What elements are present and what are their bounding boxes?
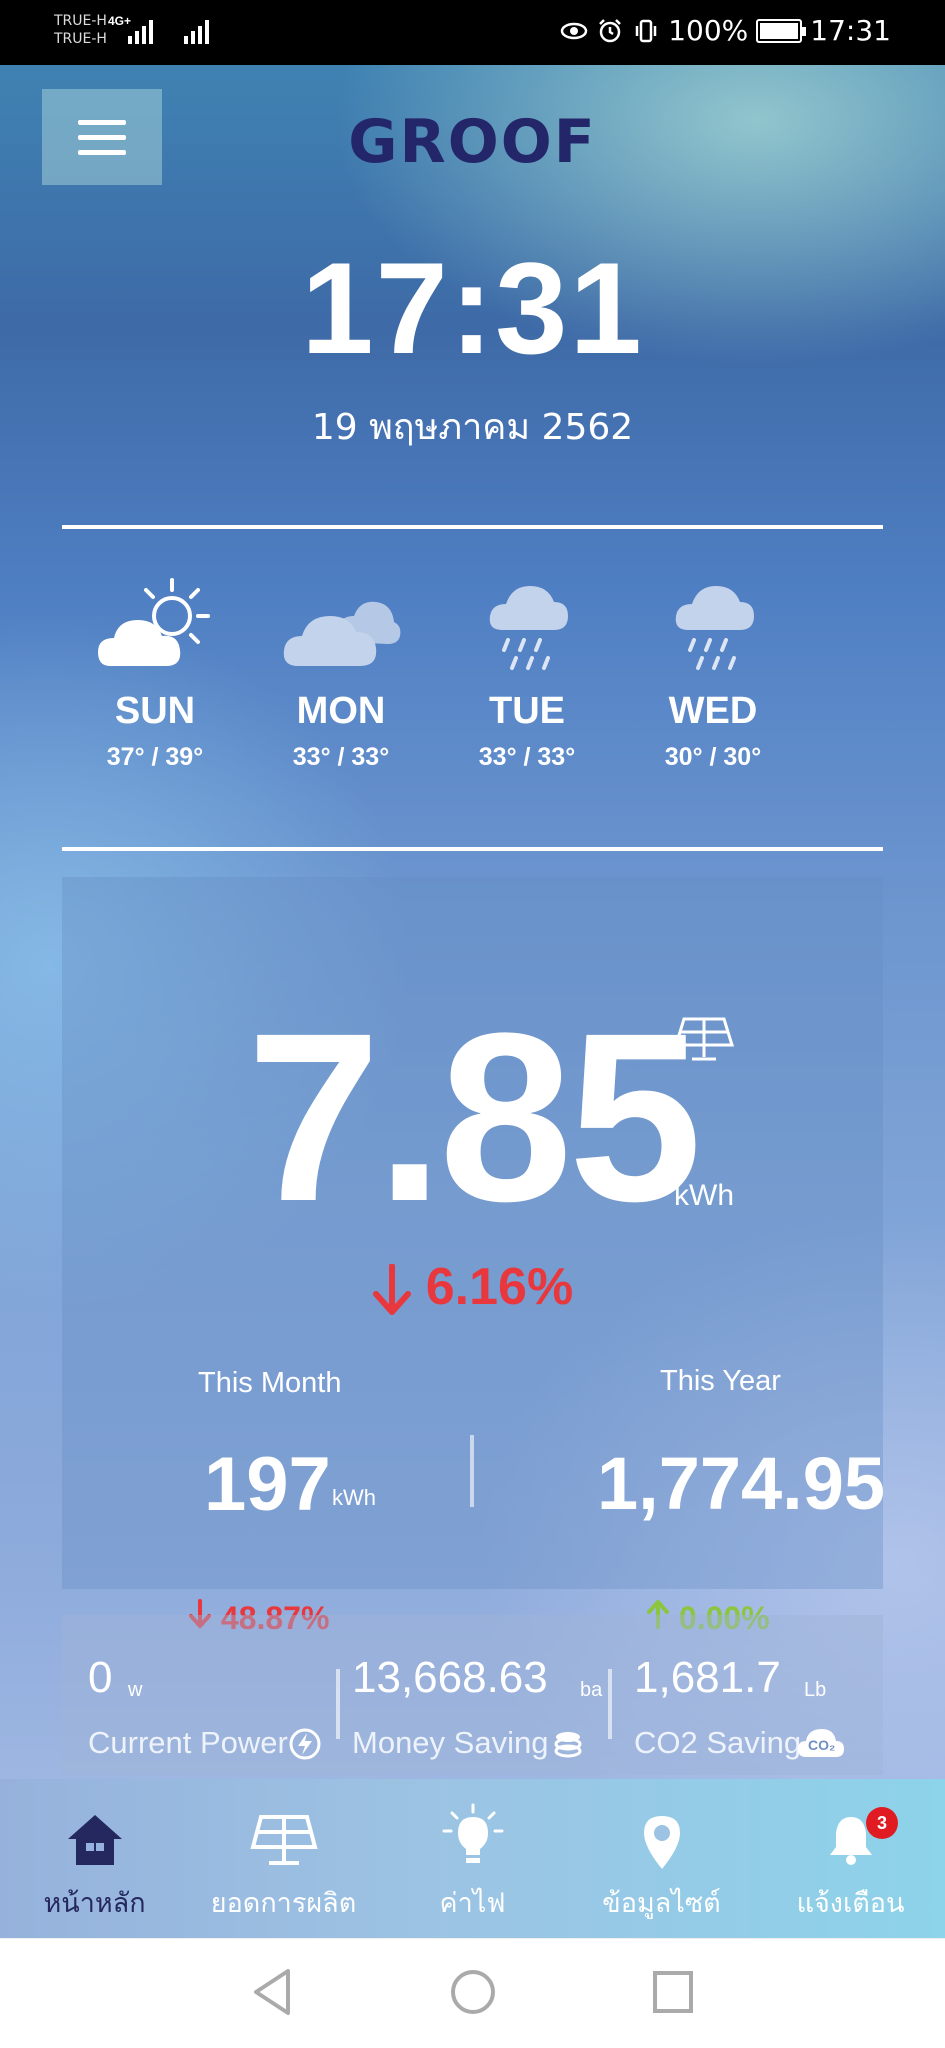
rain-icon: [489, 586, 568, 670]
signal-icon: [128, 18, 153, 44]
separator: [336, 1669, 340, 1739]
forecast-temps: 37° / 39°: [106, 743, 204, 771]
forecast-day: WED 30° / 30°: [620, 570, 806, 772]
signal-icon: [184, 18, 209, 44]
month-label: This Month: [198, 1367, 342, 1399]
forecast-day-name: SUN: [114, 690, 196, 732]
month-unit: kWh: [332, 1485, 376, 1510]
co2-saving-unit: Lb: [804, 1679, 827, 1701]
current-power-label: Current Power: [88, 1725, 288, 1760]
battery-icon: [756, 18, 807, 43]
rain-icon: [675, 586, 754, 670]
production-card[interactable]: 7.85 kWh 6.16% This Month This Year 197 …: [62, 877, 886, 1636]
co2-icon-label: CO₂: [808, 1737, 836, 1753]
status-bar: TRUE-H TRUE-H 4G+ 100% 17:31: [0, 0, 945, 65]
bell-icon: [829, 1817, 872, 1865]
solar-panel-icon: [674, 1017, 734, 1061]
forecast-day-name: TUE: [489, 690, 565, 732]
co2-cloud-icon: CO₂: [796, 1723, 846, 1759]
money-saving-value: 13,668.63: [352, 1653, 548, 1702]
partly-sunny-icon: [98, 578, 210, 666]
current-power-stat: 0 w Current Power: [88, 1615, 321, 1775]
money-saving-unit: ba: [580, 1679, 603, 1701]
recents-icon[interactable]: [651, 1967, 695, 2017]
clock-time: 17:31: [301, 235, 644, 381]
lightning-icon: [289, 1728, 321, 1760]
back-icon[interactable]: [250, 1967, 294, 2017]
divider: [62, 847, 883, 851]
carrier-names: TRUE-H TRUE-H: [54, 12, 107, 48]
today-change: 6.16%: [62, 1257, 883, 1317]
forecast-temps: 30° / 30°: [664, 743, 762, 771]
forecast-day: TUE 33° / 33°: [434, 570, 620, 772]
forecast-day: SUN 37° / 39°: [62, 570, 248, 772]
current-power-unit: w: [128, 1679, 143, 1701]
coins-icon: [554, 1732, 582, 1758]
solar-panel-icon: [249, 1815, 318, 1865]
money-saving-label: Money Saving: [352, 1725, 549, 1760]
network-type: 4G+: [108, 14, 132, 28]
nav-home-label: หน้าหลัก: [43, 1888, 146, 1919]
bottom-navigation: หน้าหลัก ยอดการผลิต ค่าไฟ ข้อมูลไซต์: [0, 1779, 945, 1938]
eye-icon: [560, 17, 588, 45]
month-value: 197: [204, 1442, 331, 1527]
forecast-day: MON 33° / 33°: [248, 570, 434, 772]
hamburger-menu-icon[interactable]: [42, 89, 162, 185]
light-bulb-icon: [442, 1803, 503, 1863]
weather-forecast: SUN 37° / 39° MON 33° / 33° TUE 33° / 33…: [62, 570, 883, 830]
co2-saving-value: 1,681.7: [634, 1653, 781, 1702]
co2-saving-label: CO2 Saving: [634, 1725, 802, 1760]
nav-home[interactable]: หน้าหลัก: [0, 1779, 189, 1938]
month-change-value: 48.87%: [220, 1600, 330, 1636]
forecast-temps: 33° / 33°: [478, 743, 576, 771]
nav-notifications[interactable]: 3 แจ้งเตือน: [756, 1779, 945, 1938]
month-change: 48.87%: [188, 1599, 329, 1637]
home-icon: [67, 1815, 122, 1865]
carrier-1: TRUE-H: [54, 13, 107, 29]
nav-notifications-label: แจ้งเตือน: [796, 1888, 905, 1919]
status-right: 100% 17:31: [560, 14, 891, 47]
separator: [470, 1435, 474, 1507]
forecast-day-name: MON: [296, 690, 386, 732]
divider: [62, 525, 883, 529]
system-navigation-bar: [0, 1938, 945, 2048]
savings-card: 0 w Current Power 13,668.63 ba Money Sav…: [62, 1615, 883, 1775]
year-value: 1,774.95: [597, 1442, 886, 1525]
home-button-icon[interactable]: [449, 1967, 497, 2017]
nav-production-label: ยอดการผลิต: [210, 1888, 357, 1919]
app-screen: GROOF 17:31 19 พฤษภาคม 2562 SUN 37° / 39…: [0, 65, 945, 1938]
arrow-up-icon: [647, 1600, 669, 1629]
year-label: This Year: [660, 1365, 781, 1397]
current-power-value: 0: [88, 1653, 113, 1702]
vibrate-icon: [632, 17, 660, 45]
battery-percent: 100%: [668, 14, 749, 47]
app-logo: GROOF: [348, 107, 597, 177]
today-production-value: 7.85: [246, 983, 702, 1251]
notification-badge: 3: [866, 1807, 898, 1839]
money-saving-stat: 13,668.63 ba Money Saving: [352, 1615, 642, 1775]
cloudy-icon: [283, 601, 401, 666]
forecast-day-name: WED: [668, 690, 758, 732]
year-change: 0.00%: [646, 1599, 770, 1637]
arrow-down-icon: [189, 1599, 211, 1628]
forecast-temps: 33° / 33°: [292, 743, 390, 771]
carrier-2: TRUE-H: [54, 31, 107, 47]
status-time: 17:31: [810, 14, 891, 47]
year-change-value: 0.00%: [678, 1600, 770, 1636]
nav-electricity[interactable]: ค่าไฟ: [378, 1779, 567, 1938]
nav-site-info[interactable]: ข้อมูลไซต์: [567, 1779, 756, 1938]
co2-saving-stat: 1,681.7 Lb CO2 Saving CO₂: [634, 1615, 874, 1775]
location-pin-icon: [643, 1816, 680, 1869]
nav-production[interactable]: ยอดการผลิต: [189, 1779, 378, 1938]
nav-electricity-label: ค่าไฟ: [439, 1888, 506, 1919]
today-production-unit: kWh: [674, 1179, 734, 1212]
clock-date: 19 พฤษภาคม 2562: [311, 407, 634, 448]
arrow-down-icon: [372, 1264, 411, 1316]
nav-site-info-label: ข้อมูลไซต์: [602, 1888, 721, 1919]
today-change-value: 6.16%: [425, 1258, 574, 1316]
alarm-icon: [596, 17, 624, 45]
separator: [608, 1669, 612, 1739]
